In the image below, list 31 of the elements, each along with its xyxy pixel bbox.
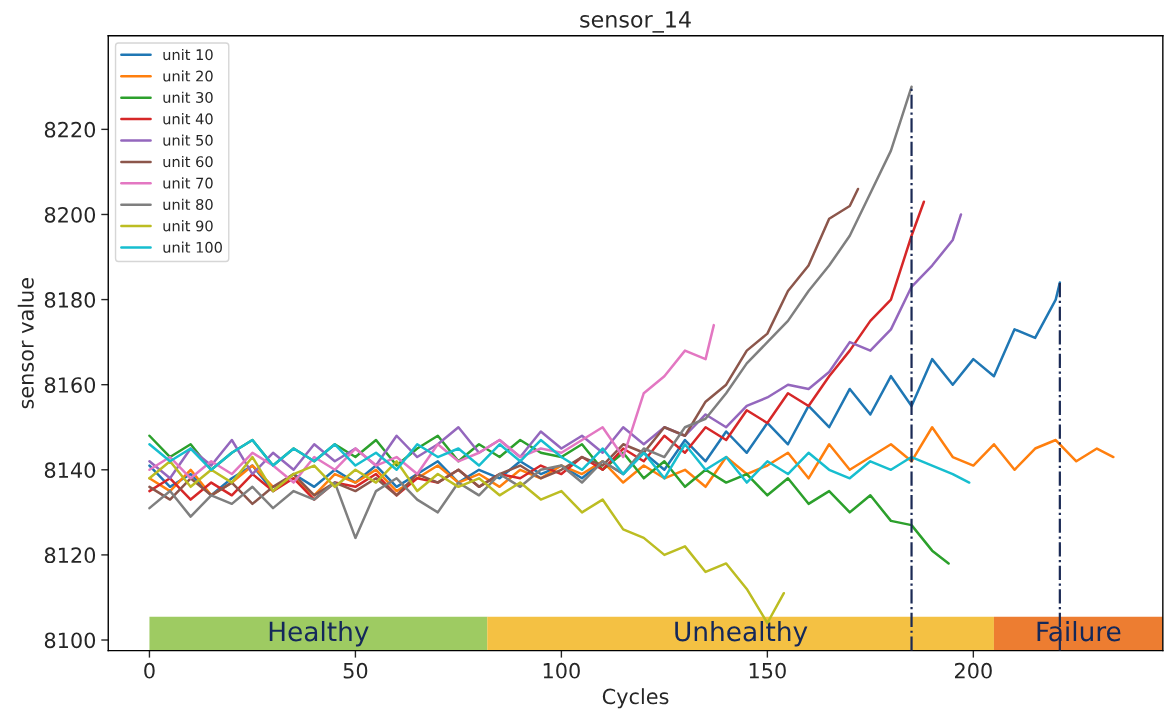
y-tick-label: 8120 bbox=[44, 547, 96, 564]
x-axis-title: Cycles bbox=[602, 688, 669, 709]
x-tick-label: 100 bbox=[543, 662, 580, 679]
legend-label: unit 90 bbox=[163, 220, 213, 232]
legend-label: unit 50 bbox=[163, 134, 213, 146]
x-tick-label: 150 bbox=[749, 662, 786, 679]
legend-label: unit 60 bbox=[163, 155, 213, 168]
legend-label: unit 30 bbox=[163, 91, 213, 103]
x-tick-label: 200 bbox=[954, 662, 992, 679]
y-axis-title: sensor value bbox=[17, 278, 34, 409]
band-label: Failure bbox=[1037, 620, 1121, 642]
legend-label: unit 10 bbox=[163, 48, 213, 61]
y-tick-label: 8180 bbox=[44, 292, 96, 308]
y-tick-label: 8160 bbox=[44, 377, 96, 393]
y-tick-label: 8220 bbox=[44, 121, 96, 138]
x-tick-label: 0 bbox=[144, 662, 155, 679]
line-series bbox=[148, 85, 913, 540]
legend-label: unit 70 bbox=[163, 177, 213, 189]
y-tick-label: 8140 bbox=[44, 462, 96, 479]
y-tick-label: 8100 bbox=[44, 632, 96, 649]
y-tick-label: 8200 bbox=[44, 206, 96, 223]
legend-label: unit 40 bbox=[163, 113, 213, 125]
band-label: Unhealthy bbox=[675, 620, 808, 647]
x-tick-label: 50 bbox=[343, 662, 368, 679]
line-series bbox=[148, 438, 971, 484]
chart-title: sensor_14 bbox=[580, 11, 691, 33]
legend-label: unit 80 bbox=[163, 198, 213, 210]
line-series bbox=[148, 323, 716, 484]
legend-label: unit 100 bbox=[163, 241, 222, 253]
band-label: Healthy bbox=[269, 620, 369, 647]
legend-label: unit 20 bbox=[163, 70, 213, 82]
